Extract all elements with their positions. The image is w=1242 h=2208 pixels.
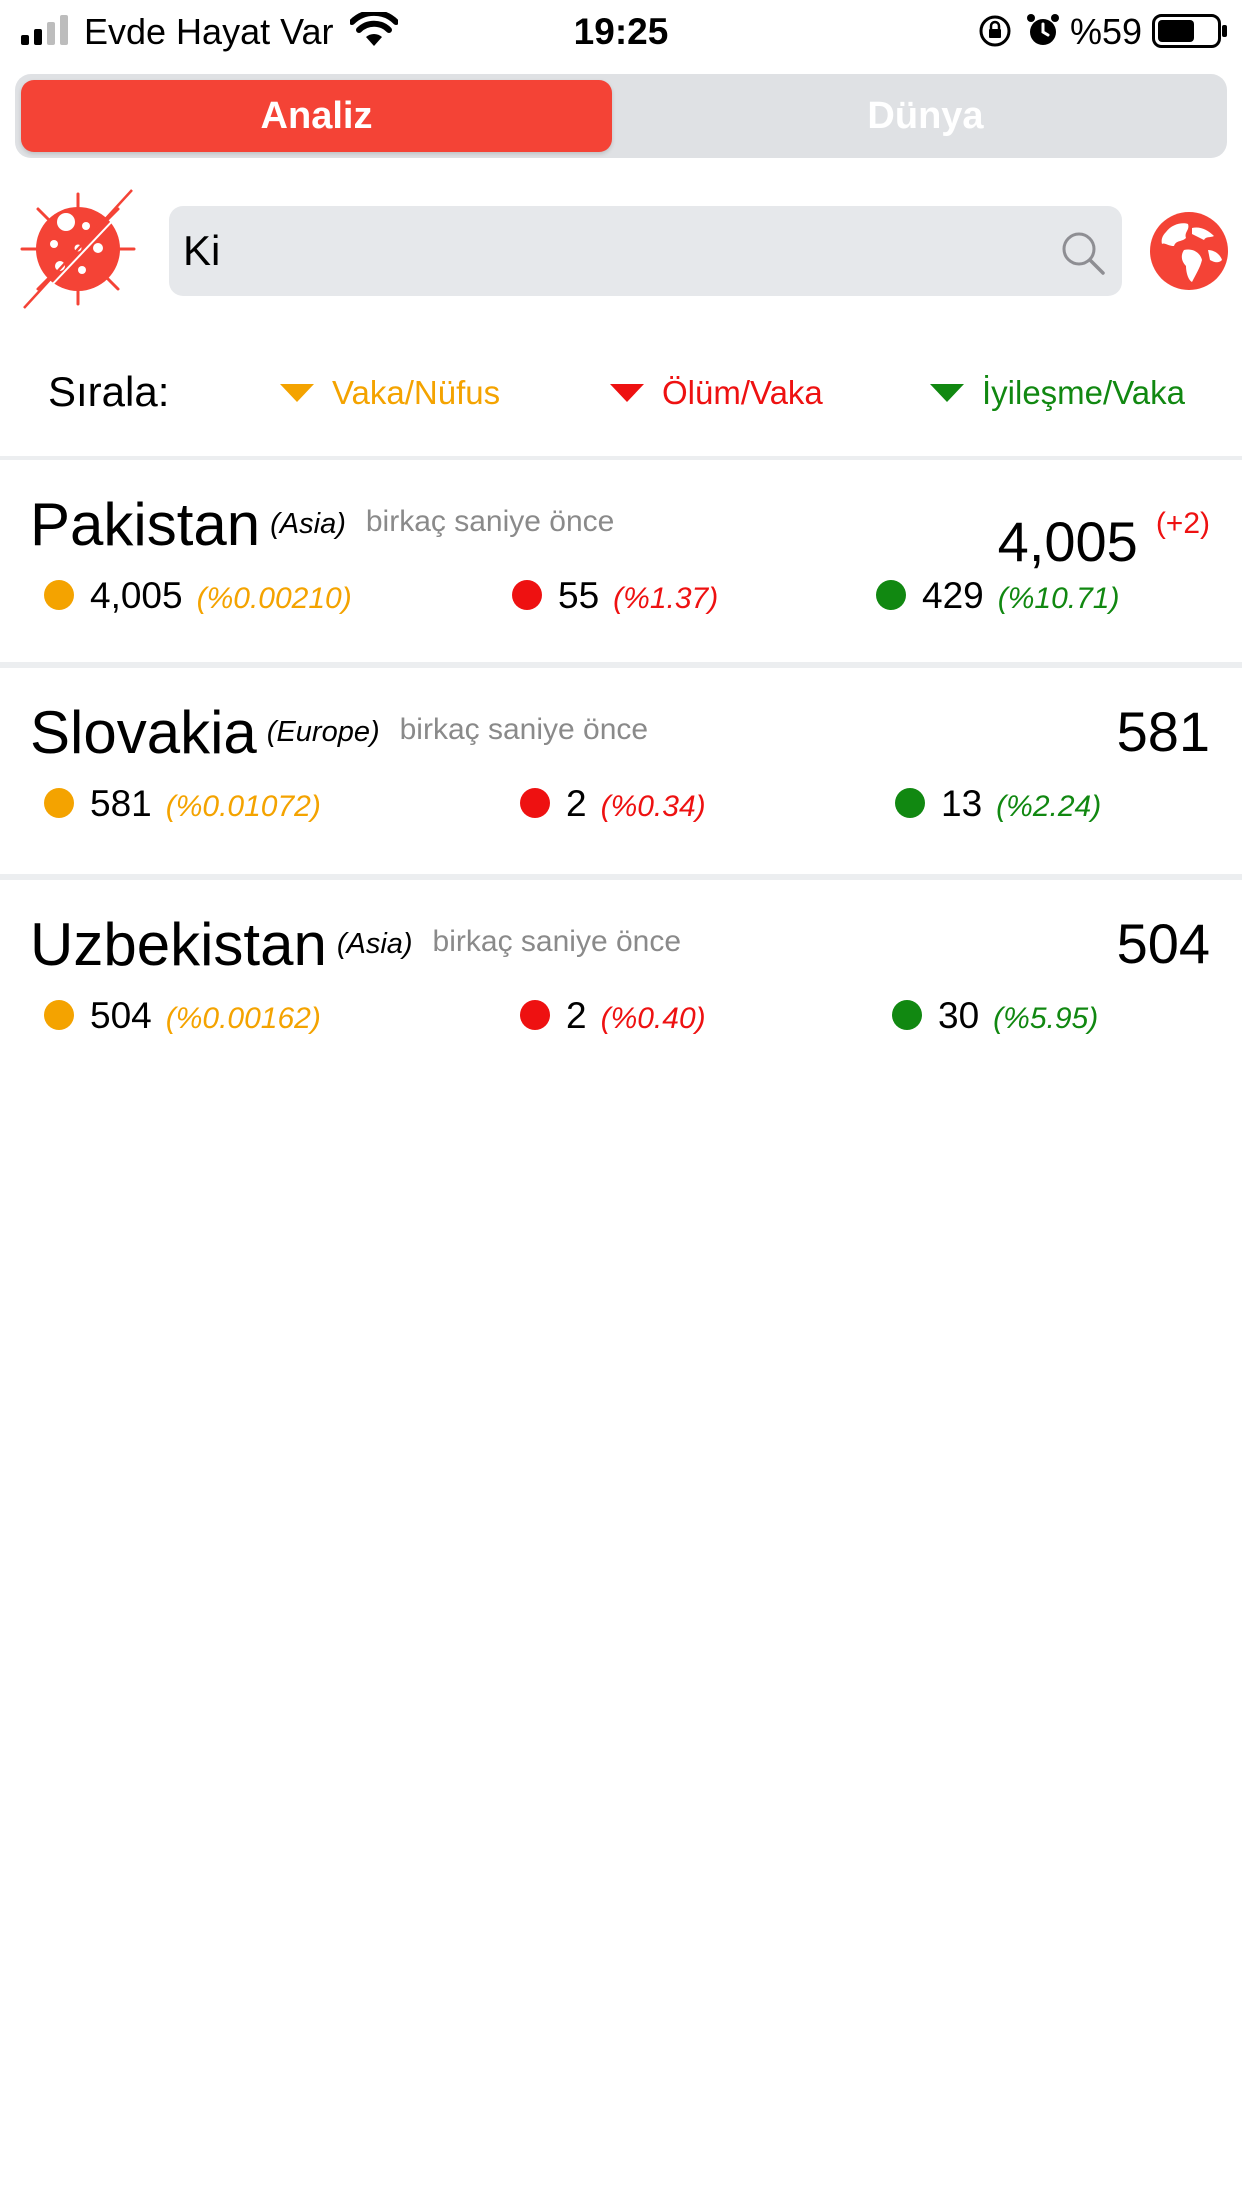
country-name: Uzbekistan bbox=[30, 911, 327, 978]
cases-stat: 581 (%0.01072) bbox=[44, 780, 321, 828]
recovered-dot-icon bbox=[892, 1000, 922, 1031]
country-title: Pakistan (Asia) birkaç saniye önce bbox=[30, 486, 614, 561]
globe-icon[interactable] bbox=[1148, 210, 1230, 292]
carrier-name: Evde Hayat Var bbox=[84, 11, 334, 52]
updated-time: birkaç saniye önce bbox=[365, 505, 615, 538]
cases-value: 581 bbox=[90, 783, 152, 824]
sort-recovered-per-case-button[interactable]: İyileşme/Vaka bbox=[928, 370, 1185, 416]
rotation-lock-icon bbox=[979, 15, 1011, 47]
cases-stat: 504 (%0.00162) bbox=[44, 992, 321, 1040]
recovered-percentage: (%5.95) bbox=[993, 1002, 1099, 1035]
country-name: Slovakia bbox=[30, 699, 257, 766]
divider bbox=[0, 662, 1242, 668]
deaths-stat: 2 (%0.40) bbox=[520, 992, 706, 1040]
updated-time: birkaç saniye önce bbox=[432, 925, 682, 958]
triangle-down-icon bbox=[930, 384, 964, 403]
deaths-stat: 2 (%0.34) bbox=[520, 780, 706, 828]
deaths-value: 55 bbox=[558, 575, 600, 616]
continent-label: (Asia) bbox=[336, 928, 413, 960]
recovered-stat: 30 (%5.95) bbox=[892, 992, 1098, 1040]
country-name: Pakistan bbox=[30, 491, 261, 558]
sort-option-label: Vaka/Nüfus bbox=[332, 374, 501, 411]
cases-percentage: (%0.01072) bbox=[165, 790, 321, 823]
country-row-uzbekistan[interactable]: Uzbekistan (Asia) birkaç saniye önce 504 5… bbox=[0, 880, 1242, 1086]
deaths-stat: 55 (%1.37) bbox=[512, 572, 718, 620]
status-time: 19:25 bbox=[573, 11, 669, 52]
deaths-dot-icon bbox=[520, 1000, 550, 1031]
total-cases-value: 4,005 bbox=[997, 510, 1138, 573]
recovered-dot-icon bbox=[895, 788, 925, 819]
recovered-percentage: (%2.24) bbox=[996, 790, 1102, 823]
cases-value: 4,005 bbox=[90, 575, 183, 616]
updated-time: birkaç saniye önce bbox=[399, 713, 649, 746]
search-bar bbox=[169, 206, 1122, 296]
recovered-stat: 429 (%10.71) bbox=[876, 572, 1119, 620]
continent-label: (Asia) bbox=[270, 508, 346, 540]
cases-dot-icon bbox=[44, 1000, 74, 1031]
cases-value: 504 bbox=[90, 995, 152, 1036]
cases-dot-icon bbox=[44, 788, 74, 819]
segmented-tabs: Analiz Dünya bbox=[15, 74, 1227, 158]
virus-logo-icon bbox=[20, 189, 137, 309]
recovered-value: 30 bbox=[938, 995, 980, 1036]
country-title: Uzbekistan (Asia) birkaç saniye önce bbox=[30, 906, 681, 981]
recovered-value: 13 bbox=[941, 783, 983, 824]
deaths-value: 2 bbox=[566, 783, 587, 824]
sort-label: Sırala: bbox=[48, 368, 170, 415]
battery-percentage: %59 bbox=[1070, 11, 1143, 52]
country-row-pakistan[interactable]: Pakistan (Asia) birkaç saniye önce 4,005 (+… bbox=[0, 460, 1242, 666]
cases-percentage: (%0.00210) bbox=[196, 582, 352, 615]
country-title: Slovakia (Europe) birkaç saniye önce bbox=[30, 694, 648, 769]
total-cases-value: 504 bbox=[1116, 912, 1210, 975]
sort-option-label: İyileşme/Vaka bbox=[982, 374, 1185, 411]
total-cases: 581 bbox=[1117, 696, 1210, 768]
sort-deaths-per-case-button[interactable]: Ölüm/Vaka bbox=[608, 370, 823, 416]
wifi-icon bbox=[350, 12, 398, 46]
tab-dunya[interactable]: Dünya bbox=[867, 95, 984, 137]
deaths-percentage: (%1.37) bbox=[613, 582, 719, 615]
country-row-slovakia[interactable]: Slovakia (Europe) birkaç saniye önce 581 5… bbox=[0, 668, 1242, 874]
triangle-down-icon bbox=[280, 384, 314, 403]
cases-stat: 4,005 (%0.00210) bbox=[44, 572, 352, 620]
search-icon[interactable] bbox=[1060, 230, 1106, 276]
deaths-value: 2 bbox=[566, 995, 587, 1036]
status-bar: Evde Hayat Var 19:25 %59 bbox=[0, 0, 1242, 64]
recovered-stat: 13 (%2.24) bbox=[895, 780, 1101, 828]
alarm-icon bbox=[1027, 14, 1059, 45]
triangle-down-icon bbox=[610, 384, 644, 403]
continent-label: (Europe) bbox=[266, 716, 380, 748]
deaths-percentage: (%0.34) bbox=[600, 790, 706, 823]
battery-icon bbox=[1152, 14, 1227, 48]
total-cases: 504 bbox=[1117, 908, 1210, 980]
deaths-dot-icon bbox=[520, 788, 550, 819]
cases-dot-icon bbox=[44, 580, 74, 611]
tab-analiz[interactable]: Analiz bbox=[21, 80, 612, 152]
divider bbox=[0, 456, 1242, 460]
recovered-dot-icon bbox=[876, 580, 906, 611]
cases-percentage: (%0.00162) bbox=[165, 1002, 321, 1035]
signal-strength-icon bbox=[21, 15, 68, 45]
sort-option-label: Ölüm/Vaka bbox=[662, 374, 823, 411]
recovered-percentage: (%10.71) bbox=[997, 582, 1120, 615]
deaths-percentage: (%0.40) bbox=[600, 1002, 706, 1035]
total-cases-value: 581 bbox=[1116, 700, 1210, 763]
recovered-value: 429 bbox=[922, 575, 984, 616]
new-cases-delta: (+2) bbox=[1155, 507, 1210, 540]
search-input[interactable] bbox=[183, 206, 1043, 296]
deaths-dot-icon bbox=[512, 580, 542, 611]
sort-bar: Sırala: Vaka/Nüfus Ölüm/Vaka İyileşme/Va… bbox=[0, 360, 1242, 424]
divider bbox=[0, 874, 1242, 880]
total-cases: 4,005 (+2) bbox=[998, 488, 1210, 578]
sort-cases-per-population-button[interactable]: Vaka/Nüfus bbox=[278, 370, 500, 416]
